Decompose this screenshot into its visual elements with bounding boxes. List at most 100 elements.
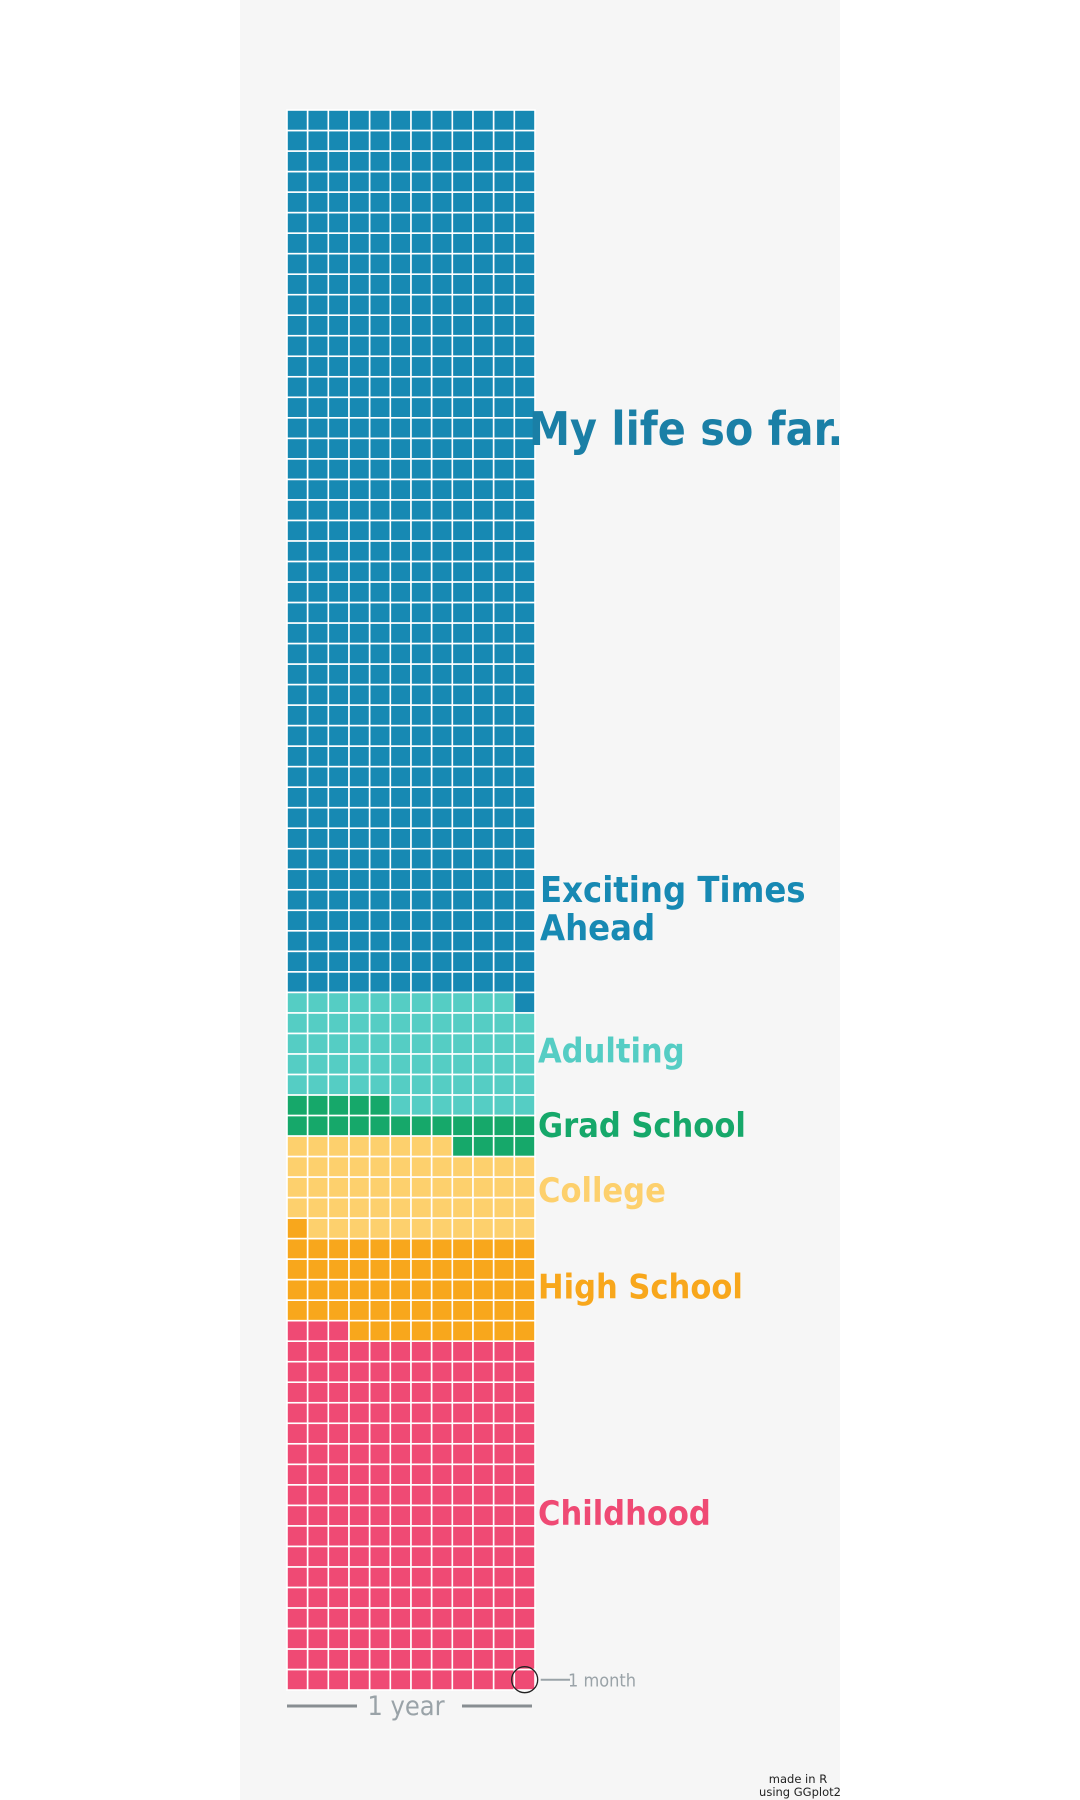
waffle-cell [327,1278,350,1301]
waffle-cell [327,1607,350,1630]
waffle-cell [492,1155,516,1178]
waffle-cell [451,499,474,522]
waffle-cell [348,1607,371,1630]
waffle-cell [472,765,495,788]
waffle-cell [410,540,433,563]
waffle-cell [451,519,474,542]
waffle-cell [389,1442,412,1466]
waffle-cell [451,601,474,624]
waffle-cell [286,191,309,214]
waffle-cell [513,1422,536,1445]
waffle-cell [410,765,433,788]
waffle-cell [472,1135,495,1158]
waffle-cell [492,437,516,460]
waffle-cell [492,1504,516,1527]
waffle-cell [492,1196,516,1219]
waffle-cell [348,1278,371,1301]
waffle-cell [348,355,371,378]
waffle-cell [306,1401,330,1425]
waffle-cell [492,560,516,583]
waffle-cell [451,991,474,1014]
waffle-cell [389,437,412,460]
waffle-cell [286,1525,309,1548]
waffle-cell [348,170,371,193]
waffle-cell [286,109,309,132]
waffle-cell [368,499,392,522]
waffle-cell [327,1627,350,1650]
waffle-cell [306,1381,330,1404]
waffle-cell [286,396,309,419]
caption-line-1: made in R [769,1772,827,1786]
waffle-cell [513,827,536,850]
waffle-cell [286,1586,309,1609]
waffle-cell [513,909,536,932]
waffle-cell [368,191,392,214]
waffle-cell [410,1217,433,1240]
waffle-cell [472,724,495,747]
waffle-cell [327,1566,350,1589]
waffle-cell [472,458,495,481]
waffle-cell [306,601,330,624]
waffle-cell [472,1504,495,1527]
waffle-cell [451,581,474,604]
waffle-cell [327,868,350,891]
waffle-cell [327,334,350,358]
waffle-cell [492,1135,516,1158]
waffle-cell [430,1360,454,1384]
waffle-cell [430,232,454,255]
waffle-cell [513,663,536,686]
waffle-cell [286,560,309,583]
waffle-cell [389,1648,412,1671]
waffle-cell [368,1381,392,1404]
waffle-cell [306,170,330,193]
waffle-cell [472,314,495,337]
waffle-cell [410,129,433,152]
waffle-cell [492,1012,516,1035]
waffle-cell [327,1463,350,1486]
waffle-cell [410,314,433,337]
waffle-cell [368,1073,392,1096]
waffle-cell [389,929,412,953]
waffle-cell [286,806,309,829]
waffle-cell [348,704,371,727]
waffle-cell [327,1073,350,1096]
waffle-cell [348,1135,371,1158]
waffle-cell [410,806,433,829]
waffle-cell [368,745,392,768]
waffle-cell [389,499,412,522]
waffle-cell [492,1053,516,1076]
waffle-cell [389,314,412,337]
waffle-cell [306,1053,330,1076]
waffle-cell [513,1299,536,1322]
waffle-cell [286,1545,309,1568]
waffle-cell [327,560,350,583]
waffle-cell [492,355,516,378]
waffle-cell [492,416,516,440]
waffle-cell [492,663,516,686]
waffle-cell [348,560,371,583]
waffle-cell [472,1319,495,1342]
waffle-cell [451,375,474,399]
waffle-cell [348,971,371,994]
waffle-cell [430,1340,454,1363]
waffle-cell [389,1627,412,1650]
waffle-cell [451,622,474,645]
waffle-cell [306,622,330,645]
waffle-cell [513,745,536,768]
waffle-cell [286,416,309,440]
waffle-cell [286,971,309,994]
waffle-cell [306,540,330,563]
waffle-cell [513,150,536,173]
waffle-cell [348,642,371,665]
waffle-cell [348,396,371,419]
waffle-cell [410,1135,433,1158]
waffle-cell [472,1422,495,1445]
waffle-cell [348,1401,371,1425]
waffle-cell [472,1586,495,1609]
waffle-cell [368,211,392,234]
waffle-cell [472,1381,495,1404]
waffle-cell [410,745,433,768]
waffle-cell [389,1545,412,1568]
waffle-cell [389,1381,412,1404]
